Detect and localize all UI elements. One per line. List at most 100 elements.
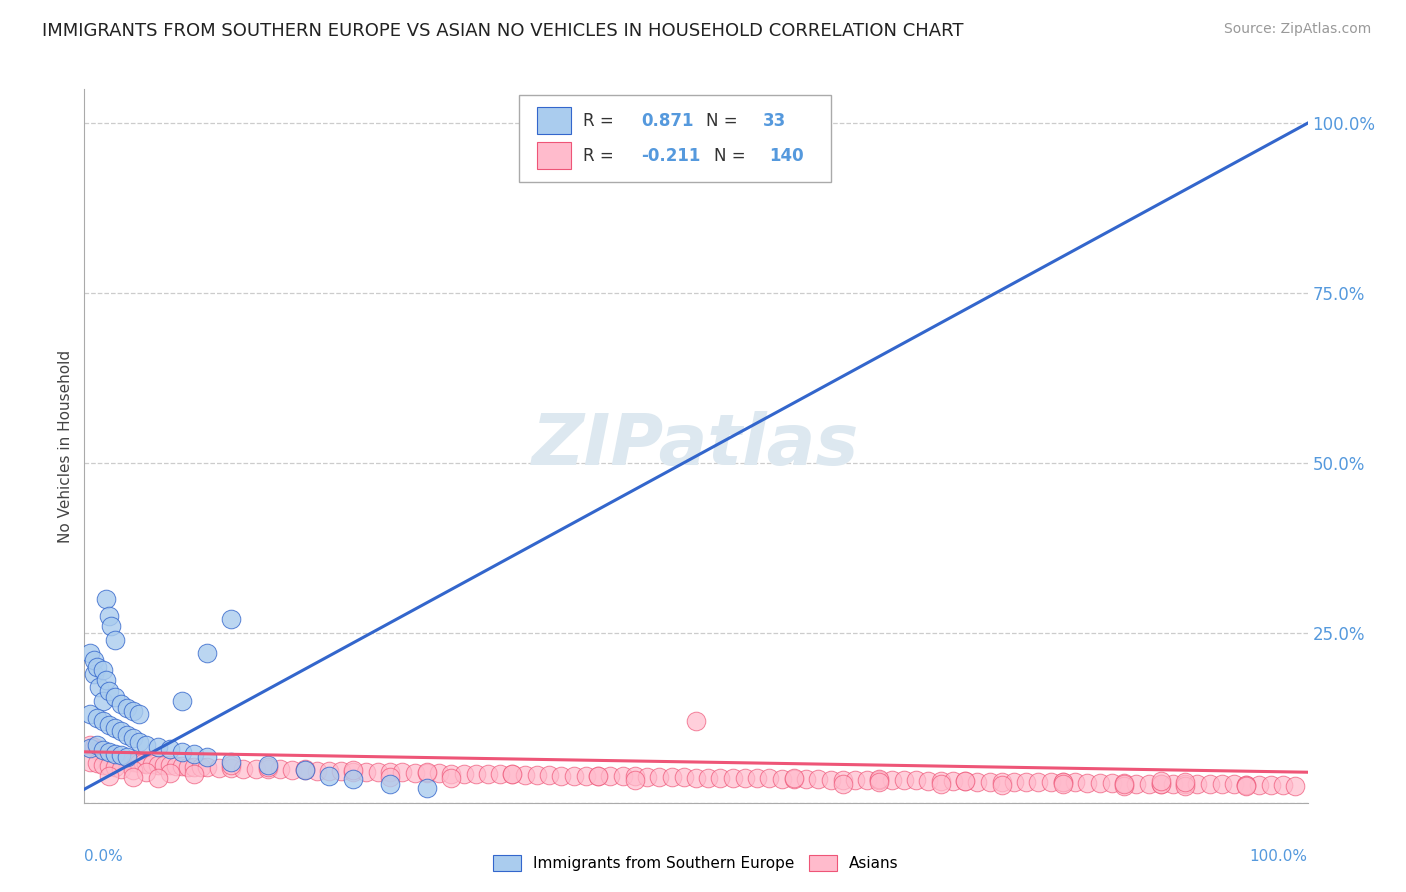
Point <box>783 771 806 785</box>
Point <box>110 752 132 766</box>
Point <box>104 690 127 705</box>
Point <box>122 755 145 769</box>
Point <box>86 743 108 757</box>
Point <box>172 745 194 759</box>
Point <box>367 765 389 780</box>
Point <box>380 765 402 780</box>
Text: R =: R = <box>583 146 620 164</box>
Point <box>758 772 780 786</box>
Point <box>905 773 928 788</box>
FancyBboxPatch shape <box>537 107 571 134</box>
Point <box>146 757 169 772</box>
Point <box>159 742 181 756</box>
Point <box>172 759 194 773</box>
Point <box>624 769 647 783</box>
Point <box>100 749 122 764</box>
Point <box>869 775 891 789</box>
Point <box>966 774 988 789</box>
Point <box>91 757 114 772</box>
Point <box>427 765 450 780</box>
Point <box>1064 775 1087 789</box>
Point <box>685 714 707 729</box>
Point <box>1150 774 1173 789</box>
Point <box>697 771 720 785</box>
Point <box>562 769 585 783</box>
Point <box>1052 777 1074 791</box>
Point <box>501 766 523 780</box>
Point <box>440 772 463 786</box>
Point <box>91 746 114 760</box>
Point <box>1015 775 1038 789</box>
FancyBboxPatch shape <box>519 95 831 182</box>
Point <box>83 653 105 667</box>
Point <box>440 766 463 780</box>
Text: 100.0%: 100.0% <box>1250 849 1308 864</box>
Point <box>1150 777 1173 791</box>
Point <box>159 758 181 772</box>
Point <box>1002 774 1025 789</box>
Point <box>110 724 132 739</box>
Point <box>153 758 176 772</box>
Text: -0.211: -0.211 <box>641 146 700 164</box>
Point <box>1114 779 1136 793</box>
Point <box>257 760 280 774</box>
Point <box>97 717 120 731</box>
Point <box>1187 777 1209 791</box>
Point <box>1198 777 1220 791</box>
Point <box>219 755 242 769</box>
Point <box>586 769 609 783</box>
Text: IMMIGRANTS FROM SOUTHERN EUROPE VS ASIAN NO VEHICLES IN HOUSEHOLD CORRELATION CH: IMMIGRANTS FROM SOUTHERN EUROPE VS ASIAN… <box>42 22 963 40</box>
Point <box>550 769 572 783</box>
Point <box>110 762 132 776</box>
Point <box>990 774 1012 789</box>
Point <box>513 768 536 782</box>
Point <box>107 751 129 765</box>
Point <box>770 772 793 786</box>
Point <box>1174 775 1197 789</box>
Point <box>86 660 108 674</box>
Point <box>183 747 205 761</box>
Point <box>97 683 120 698</box>
Point <box>820 772 842 787</box>
Point <box>1211 777 1233 791</box>
Point <box>342 764 364 779</box>
Point <box>195 646 218 660</box>
Text: 33: 33 <box>763 112 786 129</box>
Point <box>115 754 138 768</box>
Point <box>183 760 205 774</box>
Point <box>79 707 101 722</box>
Point <box>122 770 145 784</box>
Point <box>1114 777 1136 791</box>
Point <box>135 757 157 772</box>
Text: N =: N = <box>706 112 742 129</box>
Point <box>281 763 304 777</box>
Point <box>83 740 105 755</box>
Point <box>1150 777 1173 791</box>
Point <box>747 772 769 786</box>
Point <box>122 731 145 746</box>
Point <box>83 666 105 681</box>
Point <box>1223 777 1246 791</box>
Point <box>87 680 110 694</box>
Legend: Immigrants from Southern Europe, Asians: Immigrants from Southern Europe, Asians <box>486 849 905 877</box>
Point <box>869 772 891 786</box>
Point <box>404 765 426 780</box>
Point <box>1052 775 1074 789</box>
Point <box>86 756 108 771</box>
Text: 0.0%: 0.0% <box>84 849 124 864</box>
Point <box>380 770 402 784</box>
Point <box>219 758 242 772</box>
Point <box>122 704 145 718</box>
Point <box>100 619 122 633</box>
Point <box>380 777 402 791</box>
Point <box>97 769 120 783</box>
FancyBboxPatch shape <box>537 142 571 169</box>
Point <box>294 762 316 776</box>
Point <box>120 755 142 769</box>
Point <box>612 769 634 783</box>
Point <box>91 663 114 677</box>
Point <box>586 769 609 783</box>
Point <box>929 774 952 789</box>
Point <box>1028 775 1050 789</box>
Point <box>391 765 413 780</box>
